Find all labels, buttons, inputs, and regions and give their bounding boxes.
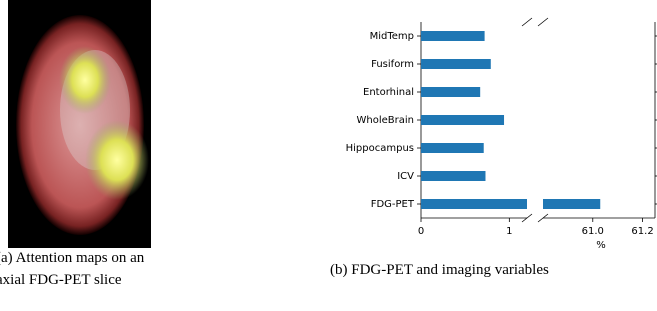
bar <box>421 87 480 97</box>
y-tick-label: Fusiform <box>371 59 414 70</box>
chart: % 0 1 61.0 61.2 MidTemp Fusiform Entorhinal Who… <box>0 0 657 250</box>
bar <box>421 199 657 209</box>
y-tick-label: Entorhinal <box>363 87 414 98</box>
bar <box>421 59 491 69</box>
x-tick-label: 61.0 <box>582 226 604 237</box>
panel <box>421 31 657 209</box>
x-tick-label: 0 <box>418 226 424 237</box>
bar <box>421 31 485 41</box>
bar <box>421 171 485 181</box>
caption-a: (a) Attention maps on an axial FDG-PET s… <box>0 247 158 291</box>
x-tick-label: 61.2 <box>631 226 653 237</box>
x-tick-label: 1 <box>506 226 512 237</box>
x-axis-label: % <box>596 240 606 250</box>
bar <box>421 143 484 153</box>
y-tick-label: Hippocampus <box>346 143 414 154</box>
caption-b: (b) FDG-PET and imaging variables <box>330 259 549 281</box>
page: (a) Attention maps on an axial FDG-PET s… <box>0 0 657 311</box>
bar <box>421 115 504 125</box>
y-tick-label: FDG-PET <box>371 199 415 210</box>
y-tick-label: ICV <box>397 171 414 182</box>
y-tick-label: WholeBrain <box>357 115 415 126</box>
y-tick-label: MidTemp <box>370 31 414 42</box>
panel <box>0 31 600 209</box>
bar <box>533 199 600 209</box>
